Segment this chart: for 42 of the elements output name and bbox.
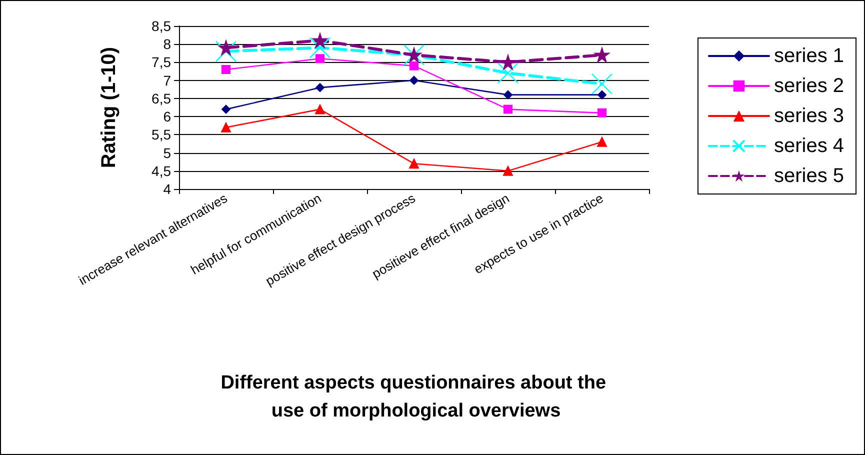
y-tick-label: 7 [163,72,172,88]
legend-label: series 2 [774,75,844,97]
legend-label: series 5 [774,165,844,187]
x-axis-title: Different aspects questionnaires about the use of morphological overviews [220,372,612,422]
point [598,90,606,100]
point [410,61,418,70]
point [222,64,230,74]
point [497,62,519,84]
y-tick-label: 5 [163,144,172,161]
y-tick-label: 7,5 [152,54,172,70]
point [598,108,606,118]
point [504,104,512,114]
point [591,73,613,95]
y-tick-label: 8 [163,36,172,52]
point [410,76,418,85]
point [594,47,610,62]
legend-label: series 1 [774,45,844,67]
point [406,47,422,62]
y-tick-label: 6,5 [152,90,172,106]
point [309,37,331,58]
point [500,54,516,70]
y-tick-label: 8,5 [152,18,172,34]
y-axis-title: Rating (1-10) [98,46,120,168]
y-tick-label: 6 [163,108,172,125]
point [218,40,234,56]
y-tick-label: 5,5 [152,126,172,143]
point [221,122,231,132]
point [503,166,513,176]
point [597,136,607,147]
point [316,83,324,92]
point [504,90,512,100]
legend-label: series 4 [774,135,844,157]
point [222,104,230,114]
point [215,40,237,62]
point [409,158,419,169]
point [315,104,325,114]
legend-label: series 3 [774,105,844,127]
y-tick-label: 4,5 [152,162,172,179]
y-tick-label: 4 [163,181,172,197]
point [312,32,328,48]
point [403,44,425,66]
point [316,54,324,64]
